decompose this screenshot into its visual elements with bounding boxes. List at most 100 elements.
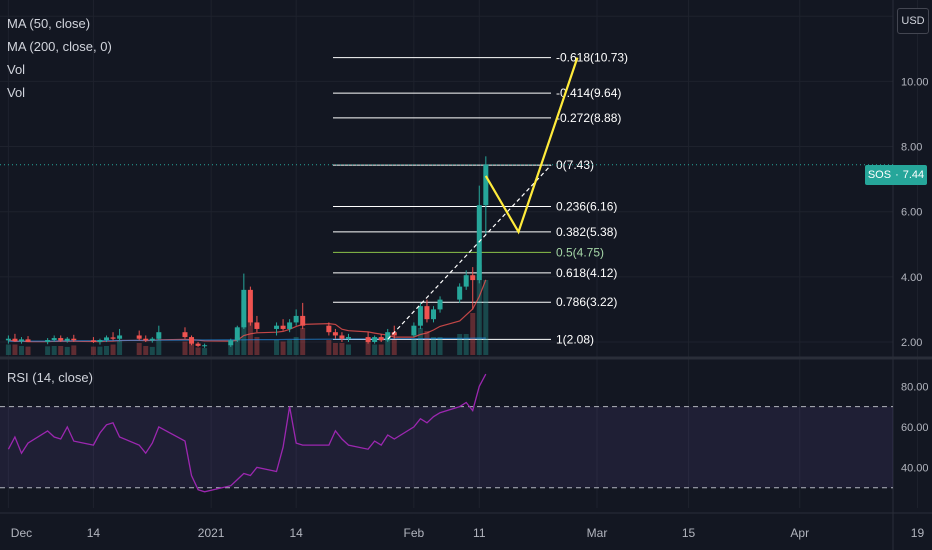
price-badge-symbol: SOS: [867, 169, 892, 181]
candle-body-27: [274, 325, 280, 329]
volume-bar-43: [424, 331, 430, 355]
volume-bar-10: [97, 346, 103, 355]
time-tick-1: 14: [87, 526, 101, 540]
candle-body-25: [247, 289, 253, 323]
volume-bar-19: [189, 343, 195, 355]
currency-badge[interactable]: USD: [897, 8, 929, 34]
price-badge-separator: ·: [895, 169, 899, 181]
price-tick-2: 6.00: [901, 207, 922, 219]
candle-body-37: [372, 337, 378, 342]
volume-bar-22: [228, 344, 234, 355]
price-tick-0: 2.00: [901, 337, 922, 349]
volume-bar-48: [470, 313, 476, 355]
rsi-tick-1: 60.00: [901, 422, 929, 434]
time-tick-9: 19: [911, 526, 925, 540]
fib-level-label-10: 1(2.08): [556, 332, 594, 346]
candle-body-3: [25, 339, 31, 342]
price-badge-value: 7.44: [902, 169, 925, 181]
volume-bar-12: [110, 344, 116, 355]
candle-body-5: [51, 338, 57, 341]
rsi-line: [7, 373, 487, 493]
candle-body-35: [345, 337, 351, 339]
time-tick-0: Dec: [11, 526, 32, 540]
dashed-trend-line: [387, 164, 552, 340]
volume-bar-18: [182, 341, 188, 355]
time-tick-8: Apr: [790, 526, 809, 540]
time-tick-5: 11: [473, 526, 486, 540]
legend-vol-1[interactable]: Vol: [7, 62, 26, 77]
axes: 2.004.006.008.0010.0012.0040.0060.0080.0…: [11, 11, 929, 540]
volume-bar-5: [51, 346, 57, 355]
fib-level-label-2: -0.414(9.64): [556, 86, 621, 100]
trend-lines[interactable]: [387, 57, 579, 340]
volume-bar-36: [365, 341, 371, 355]
candle-body-32: [326, 325, 332, 333]
candle-body-34: [339, 335, 345, 339]
candle-body-8: [71, 338, 77, 341]
candle-body-13: [117, 335, 123, 339]
volume-bar-44: [431, 337, 436, 355]
candle-body-44: [431, 309, 436, 320]
candle-body-49: [476, 205, 482, 281]
volume-bar-45: [437, 337, 443, 355]
candle-body-9: [90, 340, 96, 342]
candle-body-42: [417, 306, 423, 326]
volume-bar-35: [345, 344, 351, 355]
volume-bar-34: [339, 343, 345, 355]
candle-body-4: [45, 340, 51, 342]
candle-body-45: [437, 299, 443, 310]
candle-body-14: [136, 335, 142, 339]
candle-body-38: [378, 337, 384, 341]
candle-body-36: [365, 337, 371, 342]
volume-bar-26: [254, 337, 260, 355]
volume-bar-11: [104, 346, 109, 355]
volume-bar-27: [274, 340, 280, 355]
volume-bar-47: [463, 334, 469, 355]
candle-body-23: [234, 327, 240, 341]
legend-ma200[interactable]: MA (200, close, 0): [7, 39, 112, 54]
volume-bar-32: [326, 340, 332, 355]
candle-body-2: [18, 339, 24, 342]
volume-bar-28: [280, 341, 286, 355]
legend-ma50[interactable]: MA (50, close): [7, 16, 91, 31]
candle-body-21: [202, 345, 208, 347]
rsi-tick-2: 80.00: [901, 381, 929, 393]
volume-bar-0: [5, 344, 11, 355]
candle-body-48: [470, 275, 476, 281]
volume-bar-25: [247, 316, 253, 355]
rsi-legend[interactable]: RSI (14, close): [7, 370, 93, 385]
projection-path: [484, 57, 579, 235]
fib-level-label-7: 0.5(4.75): [556, 245, 604, 259]
volume-bar-3: [25, 346, 31, 355]
fib-level-label-3: -0.272(8.88): [556, 111, 621, 125]
candle-body-17: [156, 332, 162, 339]
candle-body-0: [5, 338, 11, 341]
volume-bar-38: [378, 344, 384, 355]
volume-bar-29: [287, 340, 293, 355]
volume-bar-9: [90, 346, 96, 355]
volume-bar-17: [156, 338, 162, 355]
volume-bar-6: [58, 346, 64, 355]
candle-body-40: [391, 332, 397, 336]
fib-level-label-6: 0.382(5.38): [556, 225, 617, 239]
fib-level-label-4: 0(7.43): [556, 158, 594, 172]
candle-body-33: [332, 332, 338, 336]
candle-body-6: [58, 338, 64, 341]
ma200-line: [8, 337, 486, 342]
indicator-legend: MA (50, close) MA (200, close, 0) Vol Vo…: [7, 12, 112, 104]
volume-bar-2: [18, 346, 24, 355]
candle-body-47: [463, 275, 469, 287]
candle-body-12: [110, 337, 116, 339]
candle-body-10: [97, 340, 103, 342]
candle-body-11: [104, 337, 109, 341]
volume-bar-33: [332, 343, 338, 355]
legend-vol-2[interactable]: Vol: [7, 85, 26, 100]
time-tick-6: Mar: [587, 526, 608, 540]
volume-bar-50: [483, 280, 489, 355]
volume-bar-8: [71, 345, 77, 355]
candle-body-19: [189, 337, 195, 344]
volume-bar-49: [476, 265, 482, 355]
volume-bar-20: [195, 347, 201, 355]
